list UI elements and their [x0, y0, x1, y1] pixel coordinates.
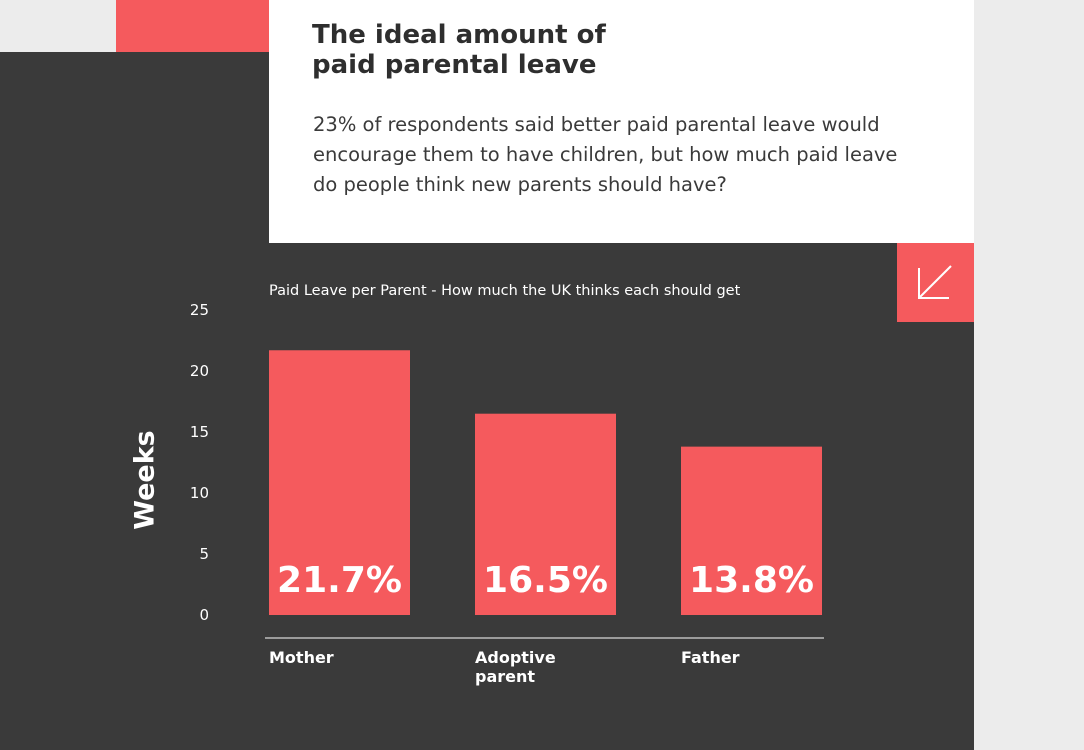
- y-axis: 0 5 10 15 20 25: [190, 301, 209, 624]
- bar: [475, 413, 616, 615]
- x-category-label: Father: [681, 648, 740, 667]
- x-axis: Mother Adoptive parent Father: [269, 648, 740, 686]
- accent-block: [116, 0, 269, 52]
- bar: [681, 446, 822, 615]
- page-subtitle: 23% of respondents said better paid pare…: [313, 113, 898, 196]
- bar-series: 21.7% 16.5% 13.8%: [269, 350, 822, 615]
- y-tick-label: 5: [199, 545, 209, 563]
- chart-title: Paid Leave per Parent - How much the UK …: [269, 283, 741, 299]
- corner-badge: [897, 243, 974, 322]
- x-category-label: Mother: [269, 648, 334, 667]
- bar-data-label: 13.8%: [689, 560, 814, 601]
- y-tick-label: 20: [190, 362, 209, 380]
- y-tick-label: 25: [190, 301, 209, 319]
- x-category-label: Adoptive parent: [475, 648, 556, 686]
- y-tick-label: 10: [190, 484, 209, 502]
- y-tick-label: 15: [190, 423, 209, 441]
- y-tick-label: 0: [199, 606, 209, 624]
- page-title: The ideal amount of paid parental leave: [312, 20, 606, 80]
- bar: [269, 350, 410, 615]
- header-card: [269, 0, 974, 243]
- bar-data-label: 21.7%: [277, 560, 402, 601]
- bar-data-label: 16.5%: [483, 560, 608, 601]
